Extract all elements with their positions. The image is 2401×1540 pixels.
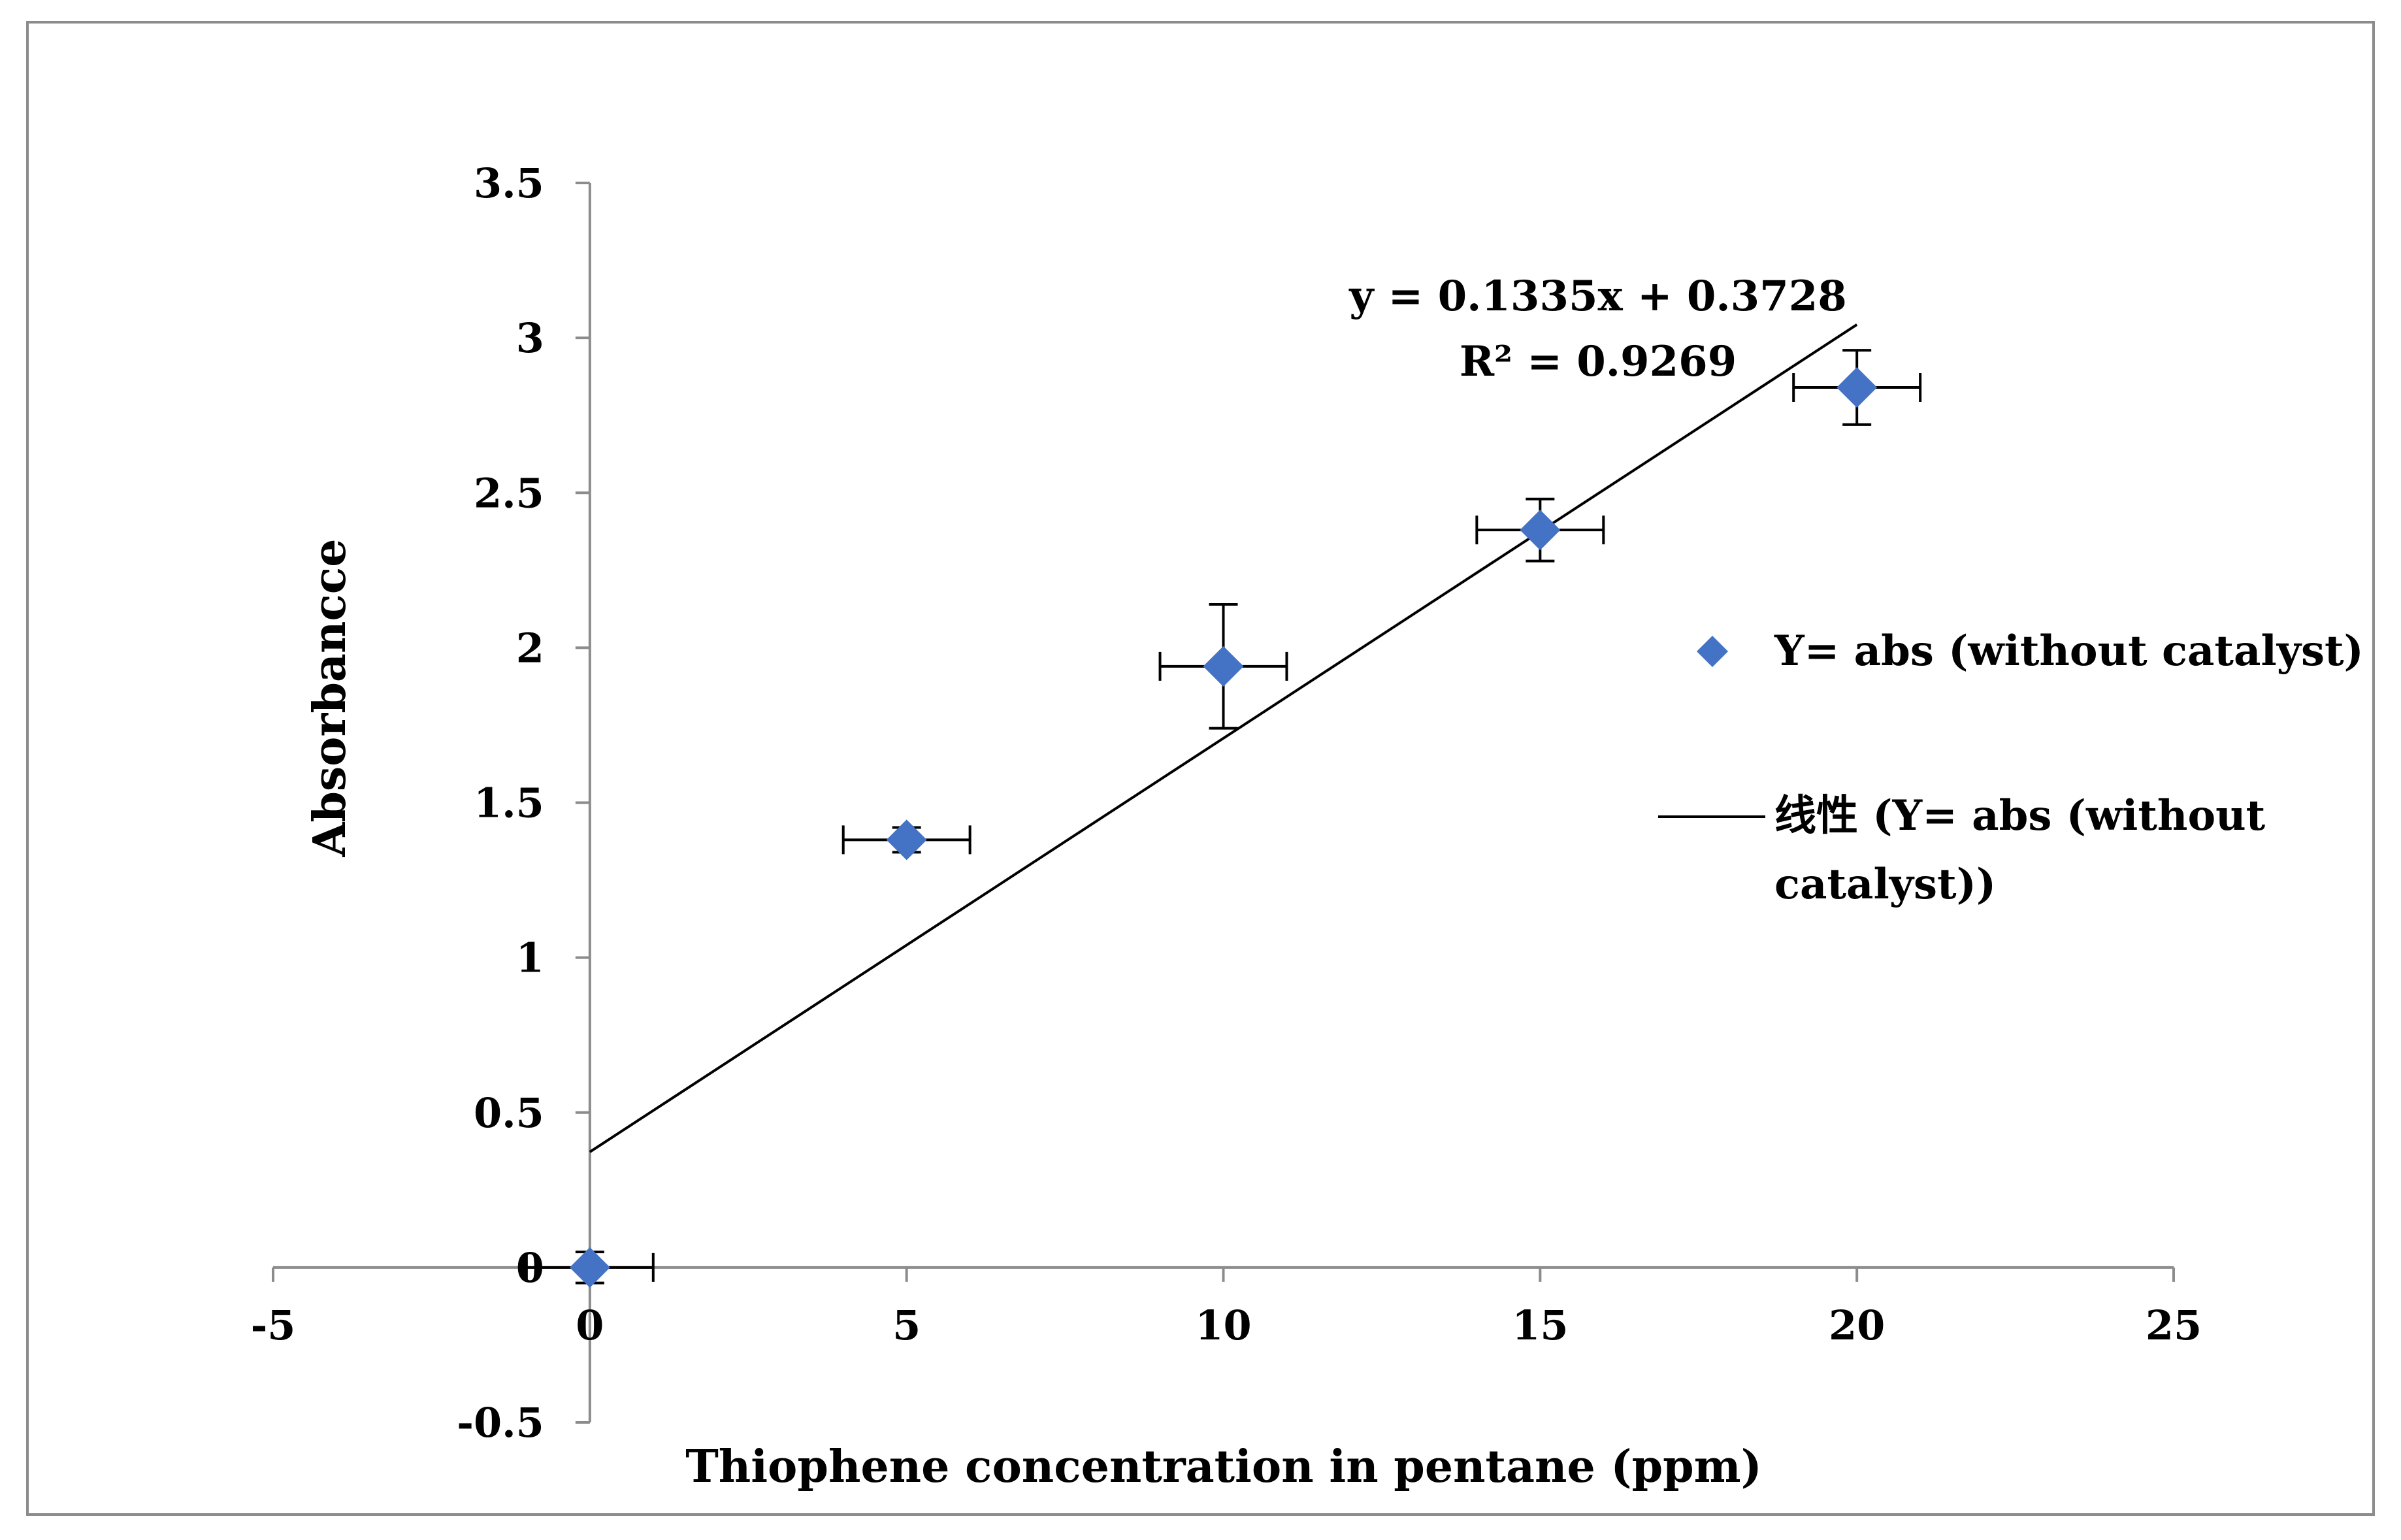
legend-label-series: Y= abs (without catalyst) <box>1774 627 2364 676</box>
y-ticks: -0.500.511.522.533.5 <box>457 159 590 1447</box>
x-tick-label: 10 <box>1195 1302 1251 1349</box>
data-point <box>1520 510 1561 551</box>
legend-label-trendline-line2: catalyst)) <box>1774 860 1996 909</box>
y-axis-title: Absorbancce <box>304 539 356 858</box>
x-axis-title: Thiophene concentration in pentane (ppm) <box>685 1441 1762 1493</box>
data-points <box>569 367 1878 1288</box>
data-point <box>569 1247 610 1288</box>
data-point <box>1837 367 1878 408</box>
chart-border <box>26 21 2375 1516</box>
legend: Y= abs (without catalyst) 线性 (Y= abs (wi… <box>1658 627 2364 909</box>
x-tick-label: 5 <box>892 1302 921 1349</box>
data-point <box>1203 646 1244 687</box>
x-tick-label: -5 <box>251 1302 296 1349</box>
y-tick-label: 1.5 <box>474 779 544 827</box>
y-tick-label: 1 <box>516 934 544 982</box>
x-tick-label: 0 <box>576 1302 604 1349</box>
y-tick-label: 2 <box>516 624 544 672</box>
y-tick-label: 3 <box>516 314 544 362</box>
x-tick-label: 20 <box>1829 1302 1885 1349</box>
y-tick-label: 2.5 <box>474 469 544 517</box>
legend-diamond-marker <box>1697 636 1728 667</box>
x-tick-label: 15 <box>1512 1302 1568 1349</box>
y-tick-label: 3.5 <box>474 159 544 207</box>
y-tick-label: 0.5 <box>474 1089 544 1137</box>
axes: -5 0 5 10 15 20 25 -0.5 0 0.5 1 1.5 2 2.5 3 3.5 <box>251 159 2202 1447</box>
legend-label-trendline-line1: 线性 (Y= abs (without <box>1774 791 2266 840</box>
data-point <box>886 819 927 860</box>
y-tick-label: -0.5 <box>457 1399 544 1447</box>
trendline-equation: y = 0.1335x + 0.3728 <box>1348 272 1847 321</box>
x-ticks: -5 0 5 10 15 20 25 <box>251 1267 2202 1349</box>
trendline <box>589 323 1858 1153</box>
x-tick-label: 25 <box>2146 1302 2202 1349</box>
trendline-r2: R² = 0.9269 <box>1460 337 1737 386</box>
